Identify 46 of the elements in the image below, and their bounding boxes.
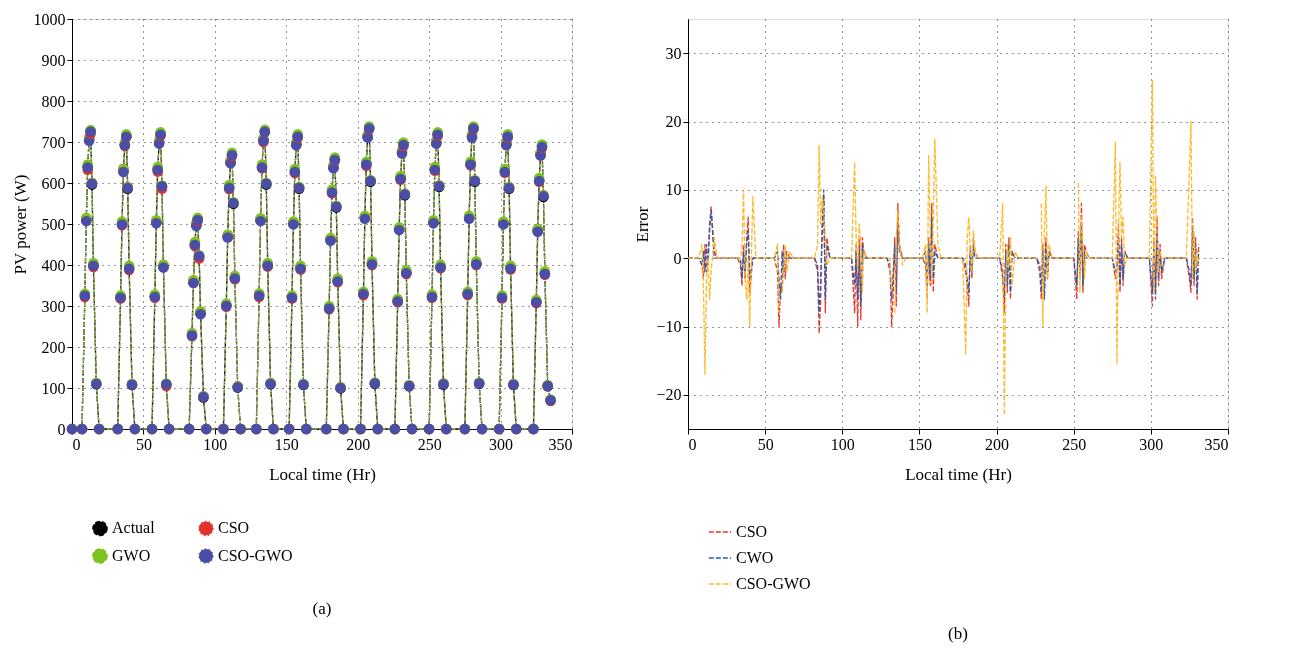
y-tick-label: 400 — [41, 256, 66, 274]
y-tick-label: 0 — [673, 249, 682, 267]
y-axis-title: PV power (W) — [10, 174, 30, 275]
legend-label: CSO — [736, 523, 768, 540]
x-tick-label: 250 — [1062, 435, 1087, 453]
x-tick-label: 50 — [135, 435, 152, 453]
y-tick-label: 20 — [665, 113, 682, 130]
y-tick-label: −20 — [656, 386, 682, 404]
y-tick-label: 700 — [41, 133, 66, 151]
y-tick-label: −10 — [656, 318, 682, 335]
y-tick-label: 800 — [41, 92, 66, 110]
x-tick-label: 150 — [907, 435, 932, 453]
x-tick-label: 0 — [72, 435, 81, 453]
x-tick-label: 300 — [1139, 435, 1164, 453]
legend-label: CSO — [218, 519, 250, 537]
x-tick-label: 350 — [1204, 435, 1229, 453]
x-axis-title: Local time (Hr) — [269, 464, 376, 484]
legend-label: CSO-GWO — [218, 547, 293, 564]
legend-label: CSO-GWO — [736, 575, 811, 592]
y-tick-label: 0 — [57, 420, 66, 438]
y-tick-label: 100 — [41, 379, 66, 397]
legend-label: GWO — [112, 547, 151, 564]
y-tick-label: 600 — [41, 174, 66, 192]
legend-label: CWO — [736, 549, 774, 566]
y-tick-label: 30 — [665, 44, 682, 62]
x-tick-label: 300 — [489, 435, 514, 453]
x-tick-label: 350 — [548, 435, 573, 453]
y-axis-title: Error — [633, 206, 653, 243]
y-tick-label: 500 — [41, 215, 66, 233]
x-tick-label: 150 — [274, 435, 299, 453]
text: (a) — [312, 599, 332, 618]
x-tick-label: 0 — [688, 435, 697, 453]
legend-label: Actual — [112, 519, 156, 537]
y-tick-label: 1000 — [33, 10, 66, 28]
x-tick-label: 200 — [346, 435, 371, 453]
x-tick-label: 100 — [830, 435, 855, 453]
text: (b) — [948, 624, 968, 643]
y-tick-label: 200 — [41, 338, 66, 356]
x-tick-label: 100 — [203, 435, 228, 453]
x-axis-title: Local time (Hr) — [905, 464, 1012, 484]
y-tick-label: 900 — [41, 51, 66, 69]
y-tick-label: 300 — [41, 297, 66, 315]
x-tick-label: 250 — [417, 435, 442, 453]
x-tick-label: 50 — [757, 435, 774, 453]
y-tick-label: 10 — [665, 181, 682, 199]
x-tick-label: 200 — [985, 435, 1010, 453]
